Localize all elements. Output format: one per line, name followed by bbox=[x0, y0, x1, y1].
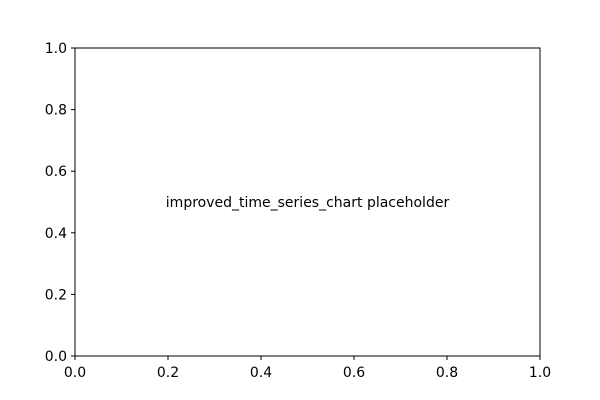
y-axis: 0.0 0.2 0.4 0.6 0.8 1.0 bbox=[45, 41, 75, 365]
y-tick-label: 0.0 bbox=[45, 349, 67, 365]
axes-frame bbox=[74, 47, 541, 357]
y-tick-label: 0.8 bbox=[45, 103, 67, 119]
annotations: improved_time_series_chart placeholder bbox=[166, 195, 450, 211]
x-tick-label: 1.0 bbox=[529, 365, 551, 381]
x-tick-label: 0.8 bbox=[436, 365, 458, 381]
x-tick-label: 0.6 bbox=[343, 365, 365, 381]
y-tick-label: 1.0 bbox=[45, 41, 67, 57]
x-tick-label: 0.2 bbox=[157, 365, 179, 381]
y-tick-label: 0.4 bbox=[45, 226, 67, 242]
x-tick-label: 0.0 bbox=[64, 365, 86, 381]
x-tick-label: 0.4 bbox=[250, 365, 272, 381]
y-tick-label: 0.2 bbox=[45, 287, 67, 303]
placeholder-annotation: improved_time_series_chart placeholder bbox=[166, 195, 450, 211]
y-tick-label: 0.6 bbox=[45, 164, 67, 180]
x-axis: 0.0 0.2 0.4 0.6 0.8 1.0 bbox=[64, 356, 551, 381]
